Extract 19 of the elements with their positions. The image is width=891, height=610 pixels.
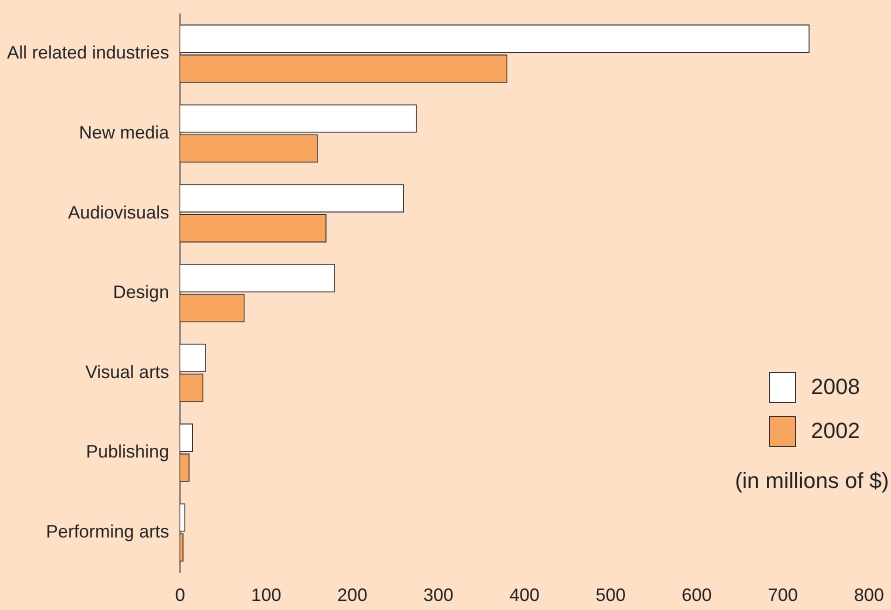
y-tick-label: All related industries: [6, 42, 170, 63]
x-tick-label: 200: [337, 585, 368, 606]
y-tick-label: Design: [113, 282, 170, 302]
x-tick-label: 600: [682, 585, 712, 606]
y-tick-label: Performing arts: [46, 521, 170, 542]
x-tick-label: 800: [854, 585, 884, 606]
legend-label: 2008: [811, 374, 860, 400]
x-tick-label: 700: [768, 585, 798, 606]
y-tick-label: New media: [79, 122, 170, 142]
x-tick-label: 100: [251, 585, 282, 606]
y-tick-label: Visual arts: [85, 362, 170, 382]
x-tick-label: 500: [596, 585, 626, 606]
x-tick-label: 0: [175, 585, 186, 606]
legend-label: 2002: [811, 418, 860, 444]
x-tick-label: 400: [510, 585, 540, 606]
annotation: (in millions of $): [734, 468, 889, 494]
y-tick-label: Audiovisuals: [68, 202, 170, 222]
x-tick-label: 300: [423, 585, 454, 606]
y-tick-label: Publishing: [86, 442, 170, 462]
